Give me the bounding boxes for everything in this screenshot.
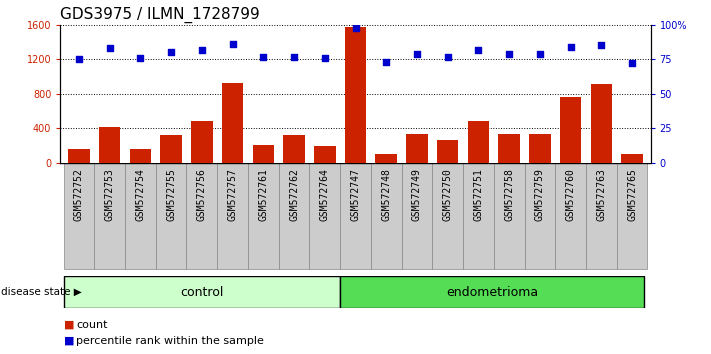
Bar xyxy=(283,135,305,163)
Point xyxy=(473,47,484,52)
Bar xyxy=(63,163,95,269)
Bar xyxy=(525,163,555,269)
Point xyxy=(626,61,638,66)
Point xyxy=(73,56,85,62)
Text: GDS3975 / ILMN_1728799: GDS3975 / ILMN_1728799 xyxy=(60,7,260,23)
Bar xyxy=(160,135,182,163)
Text: GSM572747: GSM572747 xyxy=(351,168,360,221)
Point xyxy=(227,41,238,47)
Bar xyxy=(279,163,309,269)
Point xyxy=(319,55,331,61)
Bar xyxy=(402,163,432,269)
Bar xyxy=(371,163,402,269)
Bar xyxy=(529,133,551,163)
Bar xyxy=(591,84,612,163)
Text: GSM572758: GSM572758 xyxy=(504,168,514,221)
Bar xyxy=(99,127,120,163)
Point xyxy=(134,55,146,61)
Point xyxy=(289,54,300,59)
Bar xyxy=(494,163,525,269)
Text: endometrioma: endometrioma xyxy=(447,286,538,298)
Bar xyxy=(156,163,186,269)
Text: GSM572750: GSM572750 xyxy=(443,168,453,221)
Point xyxy=(104,45,115,51)
Bar xyxy=(555,163,586,269)
Bar xyxy=(125,163,156,269)
Text: GSM572756: GSM572756 xyxy=(197,168,207,221)
Bar xyxy=(68,149,90,163)
Bar xyxy=(248,163,279,269)
Point xyxy=(565,44,577,50)
Bar xyxy=(129,149,151,163)
Point xyxy=(380,59,392,65)
Bar xyxy=(498,133,520,163)
Text: GSM572755: GSM572755 xyxy=(166,168,176,221)
Text: GSM572763: GSM572763 xyxy=(597,168,606,221)
Bar xyxy=(468,121,489,163)
Bar xyxy=(406,135,428,163)
Text: ■: ■ xyxy=(64,320,75,330)
Text: GSM572753: GSM572753 xyxy=(105,168,114,221)
Bar xyxy=(340,163,371,269)
Text: ■: ■ xyxy=(64,336,75,346)
Bar xyxy=(586,163,616,269)
Text: disease state ▶: disease state ▶ xyxy=(1,287,82,297)
Point xyxy=(442,54,454,59)
Bar xyxy=(309,163,340,269)
Text: GSM572765: GSM572765 xyxy=(627,168,637,221)
Point xyxy=(503,51,515,57)
Text: percentile rank within the sample: percentile rank within the sample xyxy=(76,336,264,346)
Point xyxy=(166,50,177,55)
Bar xyxy=(222,82,243,163)
Point xyxy=(257,54,269,59)
Bar xyxy=(340,276,644,308)
Point xyxy=(350,25,361,30)
Bar xyxy=(63,276,340,308)
Point xyxy=(596,42,607,48)
Bar xyxy=(186,163,217,269)
Text: GSM572754: GSM572754 xyxy=(135,168,145,221)
Text: GSM572749: GSM572749 xyxy=(412,168,422,221)
Bar xyxy=(345,27,366,163)
Text: GSM572759: GSM572759 xyxy=(535,168,545,221)
Text: GSM572757: GSM572757 xyxy=(228,168,237,221)
Bar xyxy=(95,163,125,269)
Bar xyxy=(432,163,463,269)
Text: GSM572764: GSM572764 xyxy=(320,168,330,221)
Text: count: count xyxy=(76,320,107,330)
Text: GSM572760: GSM572760 xyxy=(566,168,576,221)
Point xyxy=(534,51,545,57)
Bar xyxy=(621,154,643,163)
Text: GSM572751: GSM572751 xyxy=(474,168,483,221)
Bar xyxy=(217,163,248,269)
Bar xyxy=(252,145,274,163)
Text: GSM572748: GSM572748 xyxy=(381,168,391,221)
Point xyxy=(411,51,422,57)
Bar xyxy=(191,121,213,163)
Text: GSM572762: GSM572762 xyxy=(289,168,299,221)
Bar xyxy=(437,141,459,163)
Bar xyxy=(375,154,397,163)
Bar xyxy=(314,147,336,163)
Text: control: control xyxy=(180,286,223,298)
Text: GSM572752: GSM572752 xyxy=(74,168,84,221)
Bar xyxy=(463,163,494,269)
Text: GSM572761: GSM572761 xyxy=(258,168,268,221)
Bar xyxy=(560,97,582,163)
Point xyxy=(196,47,208,52)
Bar xyxy=(616,163,648,269)
